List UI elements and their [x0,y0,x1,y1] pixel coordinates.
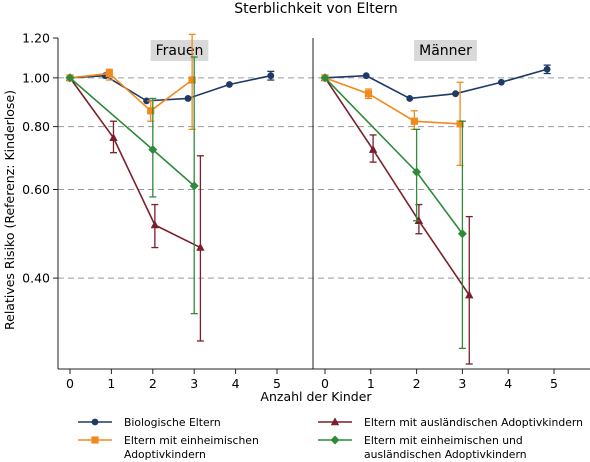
data-point [105,69,113,78]
data-point [184,95,192,102]
data-point [362,72,370,80]
series-line [324,77,461,125]
x-tick-label: 5 [550,376,558,391]
legend: Biologische Eltern Eltern mit ausländisch… [78,416,583,461]
data-point [147,107,155,115]
series-line [324,68,548,100]
y-tick-label: 1.00 [22,70,50,85]
data-point [456,120,464,128]
data-point [465,290,474,299]
data-point [150,220,160,229]
legend-label-line: ausländischen Adoptivkindern [364,448,527,461]
legend-label-line: Eltern mit einheimischen [124,434,259,447]
y-tick-label: 0.60 [22,182,50,197]
series-square [321,74,464,167]
x-tick-label: 1 [367,376,375,391]
series-line [69,74,271,102]
x-tick-label: 3 [458,376,466,391]
panel-label-box [414,40,477,61]
data-point [412,167,422,177]
legend-item: Biologische Eltern [78,416,221,429]
data-point [457,229,467,239]
legend-label-line: Adoptivkindern [124,448,206,461]
panel-label: Frauen [150,40,209,61]
x-tick-label: 1 [107,376,115,391]
series-circle [66,70,275,105]
data-point [188,76,196,84]
data-point [330,435,340,445]
legend-label: Eltern mit einheimischen und ausländische… [364,434,527,461]
y-tick-label: 0.80 [22,119,50,134]
panel-label-text: Männer [419,43,472,59]
data-point [109,133,118,142]
series-line [69,72,193,112]
series-circle [321,64,551,102]
y-tick-label: 0.40 [22,271,50,286]
x-tick-label: 0 [321,376,329,391]
series-triangle [65,73,205,342]
x-tick-label: 2 [413,376,421,391]
series-diamond [320,73,467,350]
data-point [364,90,373,98]
x-tick-label: 2 [149,376,157,391]
legend-label-line: Eltern mit ausländischen Adoptivkindern [364,416,583,429]
legend-label: Eltern mit ausländischen Adoptivkindern [364,416,583,429]
series-line [69,77,201,249]
y-axis-label: Relatives Risiko (Referenz: Kinderlose) [2,90,17,330]
legend-item: Eltern mit ausländischen Adoptivkindern [318,416,583,429]
x-tick-label: 4 [232,376,240,391]
data-point [414,216,424,224]
x-axis-label: Anzahl der Kinder [260,389,372,404]
data-point [452,90,459,98]
data-point [368,145,378,153]
panel-label: Männer [414,40,477,61]
x-tick-label: 0 [66,376,74,391]
data-point [91,436,99,444]
legend-label-line: Biologische Eltern [124,416,221,429]
chart-title: Sterblichkeit von Eltern [234,1,397,17]
data-point [267,72,275,80]
legend-label-line: Eltern mit einheimischen und [364,434,523,447]
data-point [410,117,418,125]
series-diamond [65,56,199,315]
data-point [189,181,199,191]
x-tick-label: 3 [190,376,198,391]
y-axis-label-text: Relatives Risiko (Referenz: Kinderlose) [2,90,17,330]
data-point [91,418,99,426]
data-point [148,145,158,155]
legend-label: Eltern mit einheimischen Adoptivkindern [124,434,259,461]
data-point [143,97,150,105]
legend-item: Eltern mit einheimischen Adoptivkindern [78,434,259,461]
data-point [543,65,551,73]
data-point [225,81,233,88]
series-line [324,77,470,296]
data-point [65,73,75,83]
legend-label: Biologische Eltern [124,416,221,429]
x-tick-label: 4 [504,376,512,391]
data-point [497,78,505,86]
legend-item: Eltern mit einheimischen und ausländische… [318,434,527,461]
data-point [196,242,205,251]
panel-label-text: Frauen [156,43,204,59]
data-point [330,417,340,426]
data-point [406,95,414,102]
y-tick-label: 1.20 [22,31,50,46]
plot-area: 1.20 1.00 0.80 0.60 0.40 0 1 2 3 4 5 0 1 2 3 4 5 Frauen Mä… [22,31,590,391]
x-tick-label: 5 [273,376,281,391]
panel-label-box [150,40,209,61]
data-point [320,73,330,83]
series-line [324,77,464,235]
